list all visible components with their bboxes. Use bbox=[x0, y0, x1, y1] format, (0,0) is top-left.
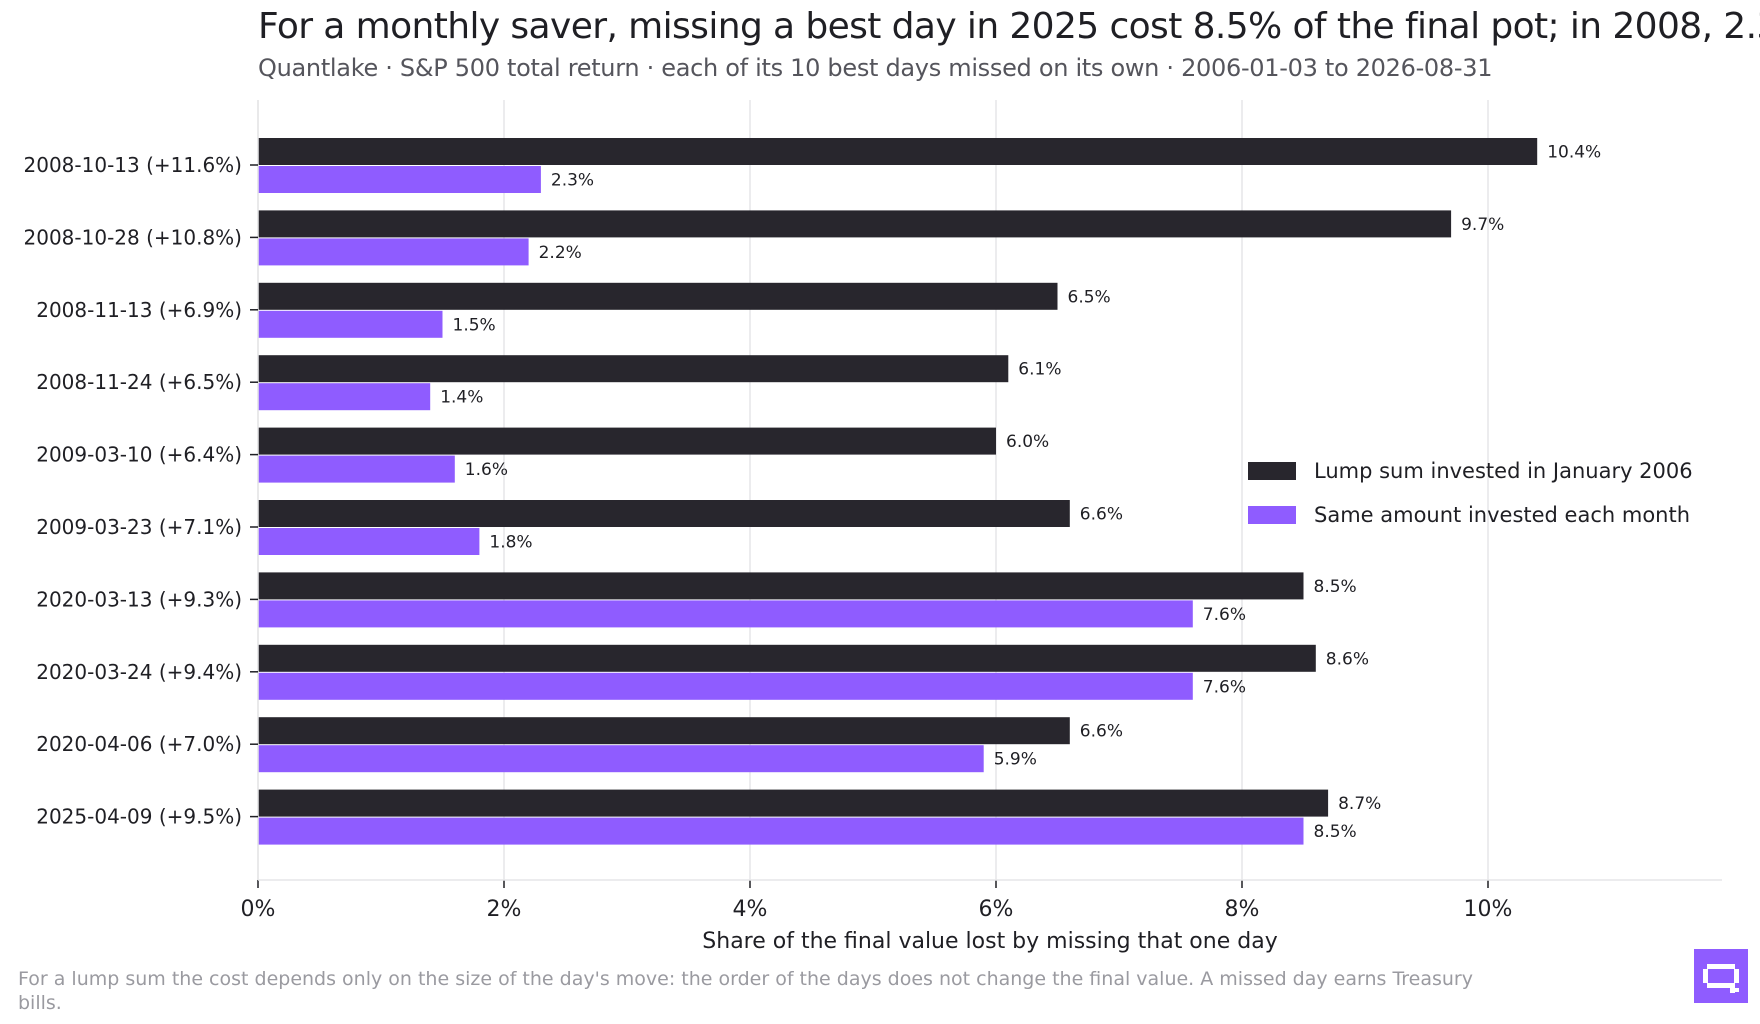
bar-monthly bbox=[258, 600, 1193, 628]
data-label: 6.1% bbox=[1018, 360, 1061, 380]
bar-lump-sum bbox=[258, 138, 1538, 165]
data-label: 8.5% bbox=[1314, 822, 1357, 842]
bar-lump-sum bbox=[258, 355, 1009, 383]
data-label: 10.4% bbox=[1547, 143, 1601, 163]
bar-monthly bbox=[258, 672, 1193, 700]
bar-monthly bbox=[258, 745, 984, 773]
bar-lump-sum bbox=[258, 427, 996, 455]
bar-lump-sum bbox=[258, 789, 1329, 817]
legend-label: Lump sum invested in January 2006 bbox=[1314, 459, 1693, 483]
x-tick-label: 2% bbox=[487, 897, 522, 922]
data-label: 7.6% bbox=[1203, 677, 1246, 697]
category-label: 2025-04-09 (+9.5%) bbox=[36, 805, 242, 829]
bar-lump-sum bbox=[258, 282, 1058, 310]
data-label: 1.5% bbox=[453, 315, 496, 335]
bar-monthly bbox=[258, 455, 455, 483]
bar-monthly bbox=[258, 238, 529, 266]
logo-glyph bbox=[1703, 964, 1739, 993]
quantlake-logo-icon bbox=[1694, 949, 1748, 1003]
x-axis-title: Share of the final value lost by missing… bbox=[702, 929, 1277, 954]
legend-swatch-monthly bbox=[1248, 506, 1296, 524]
data-label: 6.0% bbox=[1006, 432, 1049, 452]
chart-title: For a monthly saver, missing a best day … bbox=[258, 6, 1760, 47]
category-label: 2008-11-13 (+6.9%) bbox=[36, 298, 242, 322]
bar-lump-sum bbox=[258, 717, 1070, 745]
bar-layer: 10.4% 2.3% 9.7% 2.2% 6.5% 1.5% 6.1% 1.4% 6.0% 1.6… bbox=[258, 138, 1601, 845]
data-label: 7.6% bbox=[1203, 605, 1246, 625]
bar-monthly bbox=[258, 383, 431, 411]
x-tick-label: 0% bbox=[241, 897, 276, 922]
data-label: 8.5% bbox=[1314, 577, 1357, 597]
data-label: 1.8% bbox=[489, 533, 532, 553]
bar-monthly bbox=[258, 528, 480, 555]
data-label: 6.6% bbox=[1080, 722, 1123, 742]
data-label: 1.6% bbox=[465, 460, 508, 480]
bar-lump-sum bbox=[258, 572, 1304, 600]
data-label: 9.7% bbox=[1461, 215, 1504, 235]
data-label: 5.9% bbox=[994, 750, 1037, 770]
x-tick-label: 6% bbox=[979, 897, 1014, 922]
bar-monthly bbox=[258, 310, 443, 338]
category-label: 2020-03-24 (+9.4%) bbox=[36, 660, 242, 684]
bar-monthly bbox=[258, 817, 1304, 845]
category-label: 2008-10-28 (+10.8%) bbox=[24, 225, 243, 249]
legend-swatch-lump-sum bbox=[1248, 462, 1296, 480]
category-label: 2020-04-06 (+7.0%) bbox=[36, 732, 242, 756]
x-tick-label: 10% bbox=[1464, 897, 1513, 922]
data-label: 8.6% bbox=[1326, 649, 1369, 669]
data-label: 2.2% bbox=[539, 243, 582, 263]
footnote: For a lump sum the cost depends only on … bbox=[18, 968, 1473, 1014]
category-label: 2009-03-23 (+7.1%) bbox=[36, 515, 242, 539]
category-label: 2008-11-24 (+6.5%) bbox=[36, 370, 242, 394]
x-tick-label: 8% bbox=[1225, 897, 1260, 922]
bar-lump-sum bbox=[258, 210, 1452, 238]
chart-subtitle: Quantlake · S&P 500 total return · each … bbox=[258, 54, 1493, 82]
bar-lump-sum bbox=[258, 500, 1070, 527]
data-label: 8.7% bbox=[1338, 794, 1381, 814]
data-label: 2.3% bbox=[551, 171, 594, 191]
legend-label: Same amount invested each month bbox=[1314, 503, 1690, 527]
data-label: 6.5% bbox=[1068, 287, 1111, 307]
bar-lump-sum bbox=[258, 644, 1316, 672]
category-label: 2008-10-13 (+11.6%) bbox=[24, 153, 243, 177]
data-label: 1.4% bbox=[440, 388, 483, 408]
category-label: 2020-03-13 (+9.3%) bbox=[36, 587, 242, 611]
bar-monthly bbox=[258, 166, 541, 193]
x-tick-label: 4% bbox=[733, 897, 768, 922]
axis-layer: 0% 2% 4% 6% 8% 10% Share of the final value lo… bbox=[24, 100, 1722, 954]
legend: Lump sum invested in January 2006 Same am… bbox=[1248, 459, 1693, 527]
category-label: 2009-03-10 (+6.4%) bbox=[36, 443, 242, 467]
data-label: 6.6% bbox=[1080, 505, 1123, 525]
